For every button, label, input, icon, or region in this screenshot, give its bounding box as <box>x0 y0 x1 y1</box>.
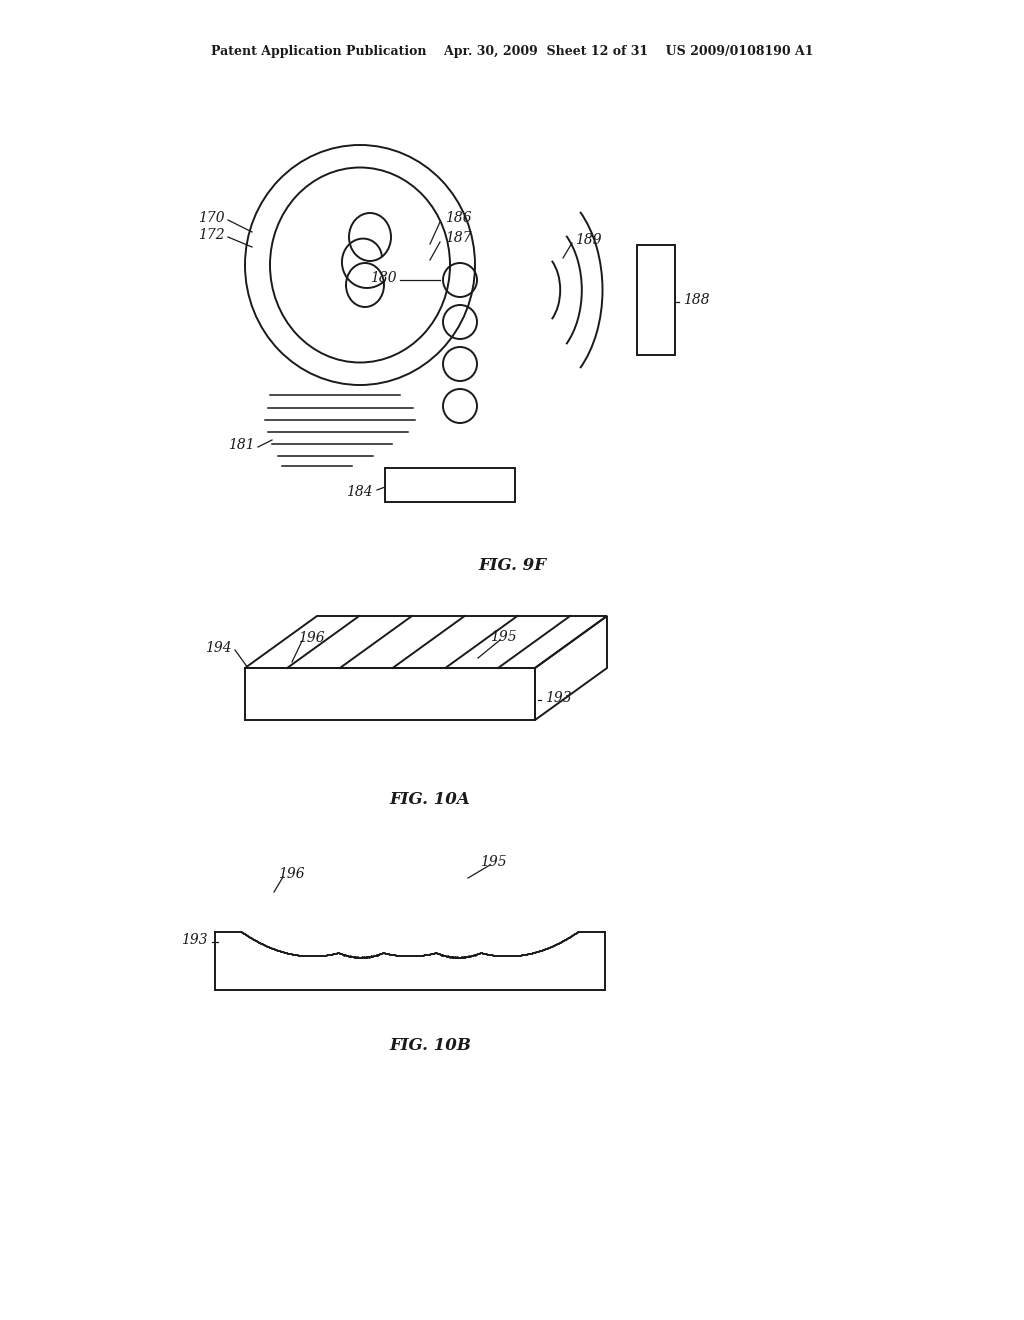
Text: FIG. 10B: FIG. 10B <box>389 1036 471 1053</box>
Text: 188: 188 <box>683 293 710 308</box>
Text: FIG. 9F: FIG. 9F <box>478 557 546 573</box>
Bar <box>637 246 675 355</box>
Text: 186: 186 <box>445 211 472 224</box>
Text: 193: 193 <box>545 690 571 705</box>
Text: FIG. 10A: FIG. 10A <box>389 792 470 808</box>
Text: 195: 195 <box>480 855 507 869</box>
Text: 187: 187 <box>445 231 472 246</box>
Text: 172: 172 <box>199 228 225 242</box>
Text: 196: 196 <box>298 631 325 645</box>
Text: 184: 184 <box>346 484 373 499</box>
Text: 194: 194 <box>206 642 232 655</box>
Text: 189: 189 <box>575 234 602 247</box>
Text: 170: 170 <box>199 211 225 224</box>
Text: 195: 195 <box>490 630 517 644</box>
Text: 193: 193 <box>181 933 208 946</box>
Text: 196: 196 <box>278 867 304 880</box>
Text: 181: 181 <box>228 438 255 451</box>
Text: 180: 180 <box>371 271 397 285</box>
Bar <box>385 469 515 502</box>
Text: Patent Application Publication    Apr. 30, 2009  Sheet 12 of 31    US 2009/01081: Patent Application Publication Apr. 30, … <box>211 45 813 58</box>
